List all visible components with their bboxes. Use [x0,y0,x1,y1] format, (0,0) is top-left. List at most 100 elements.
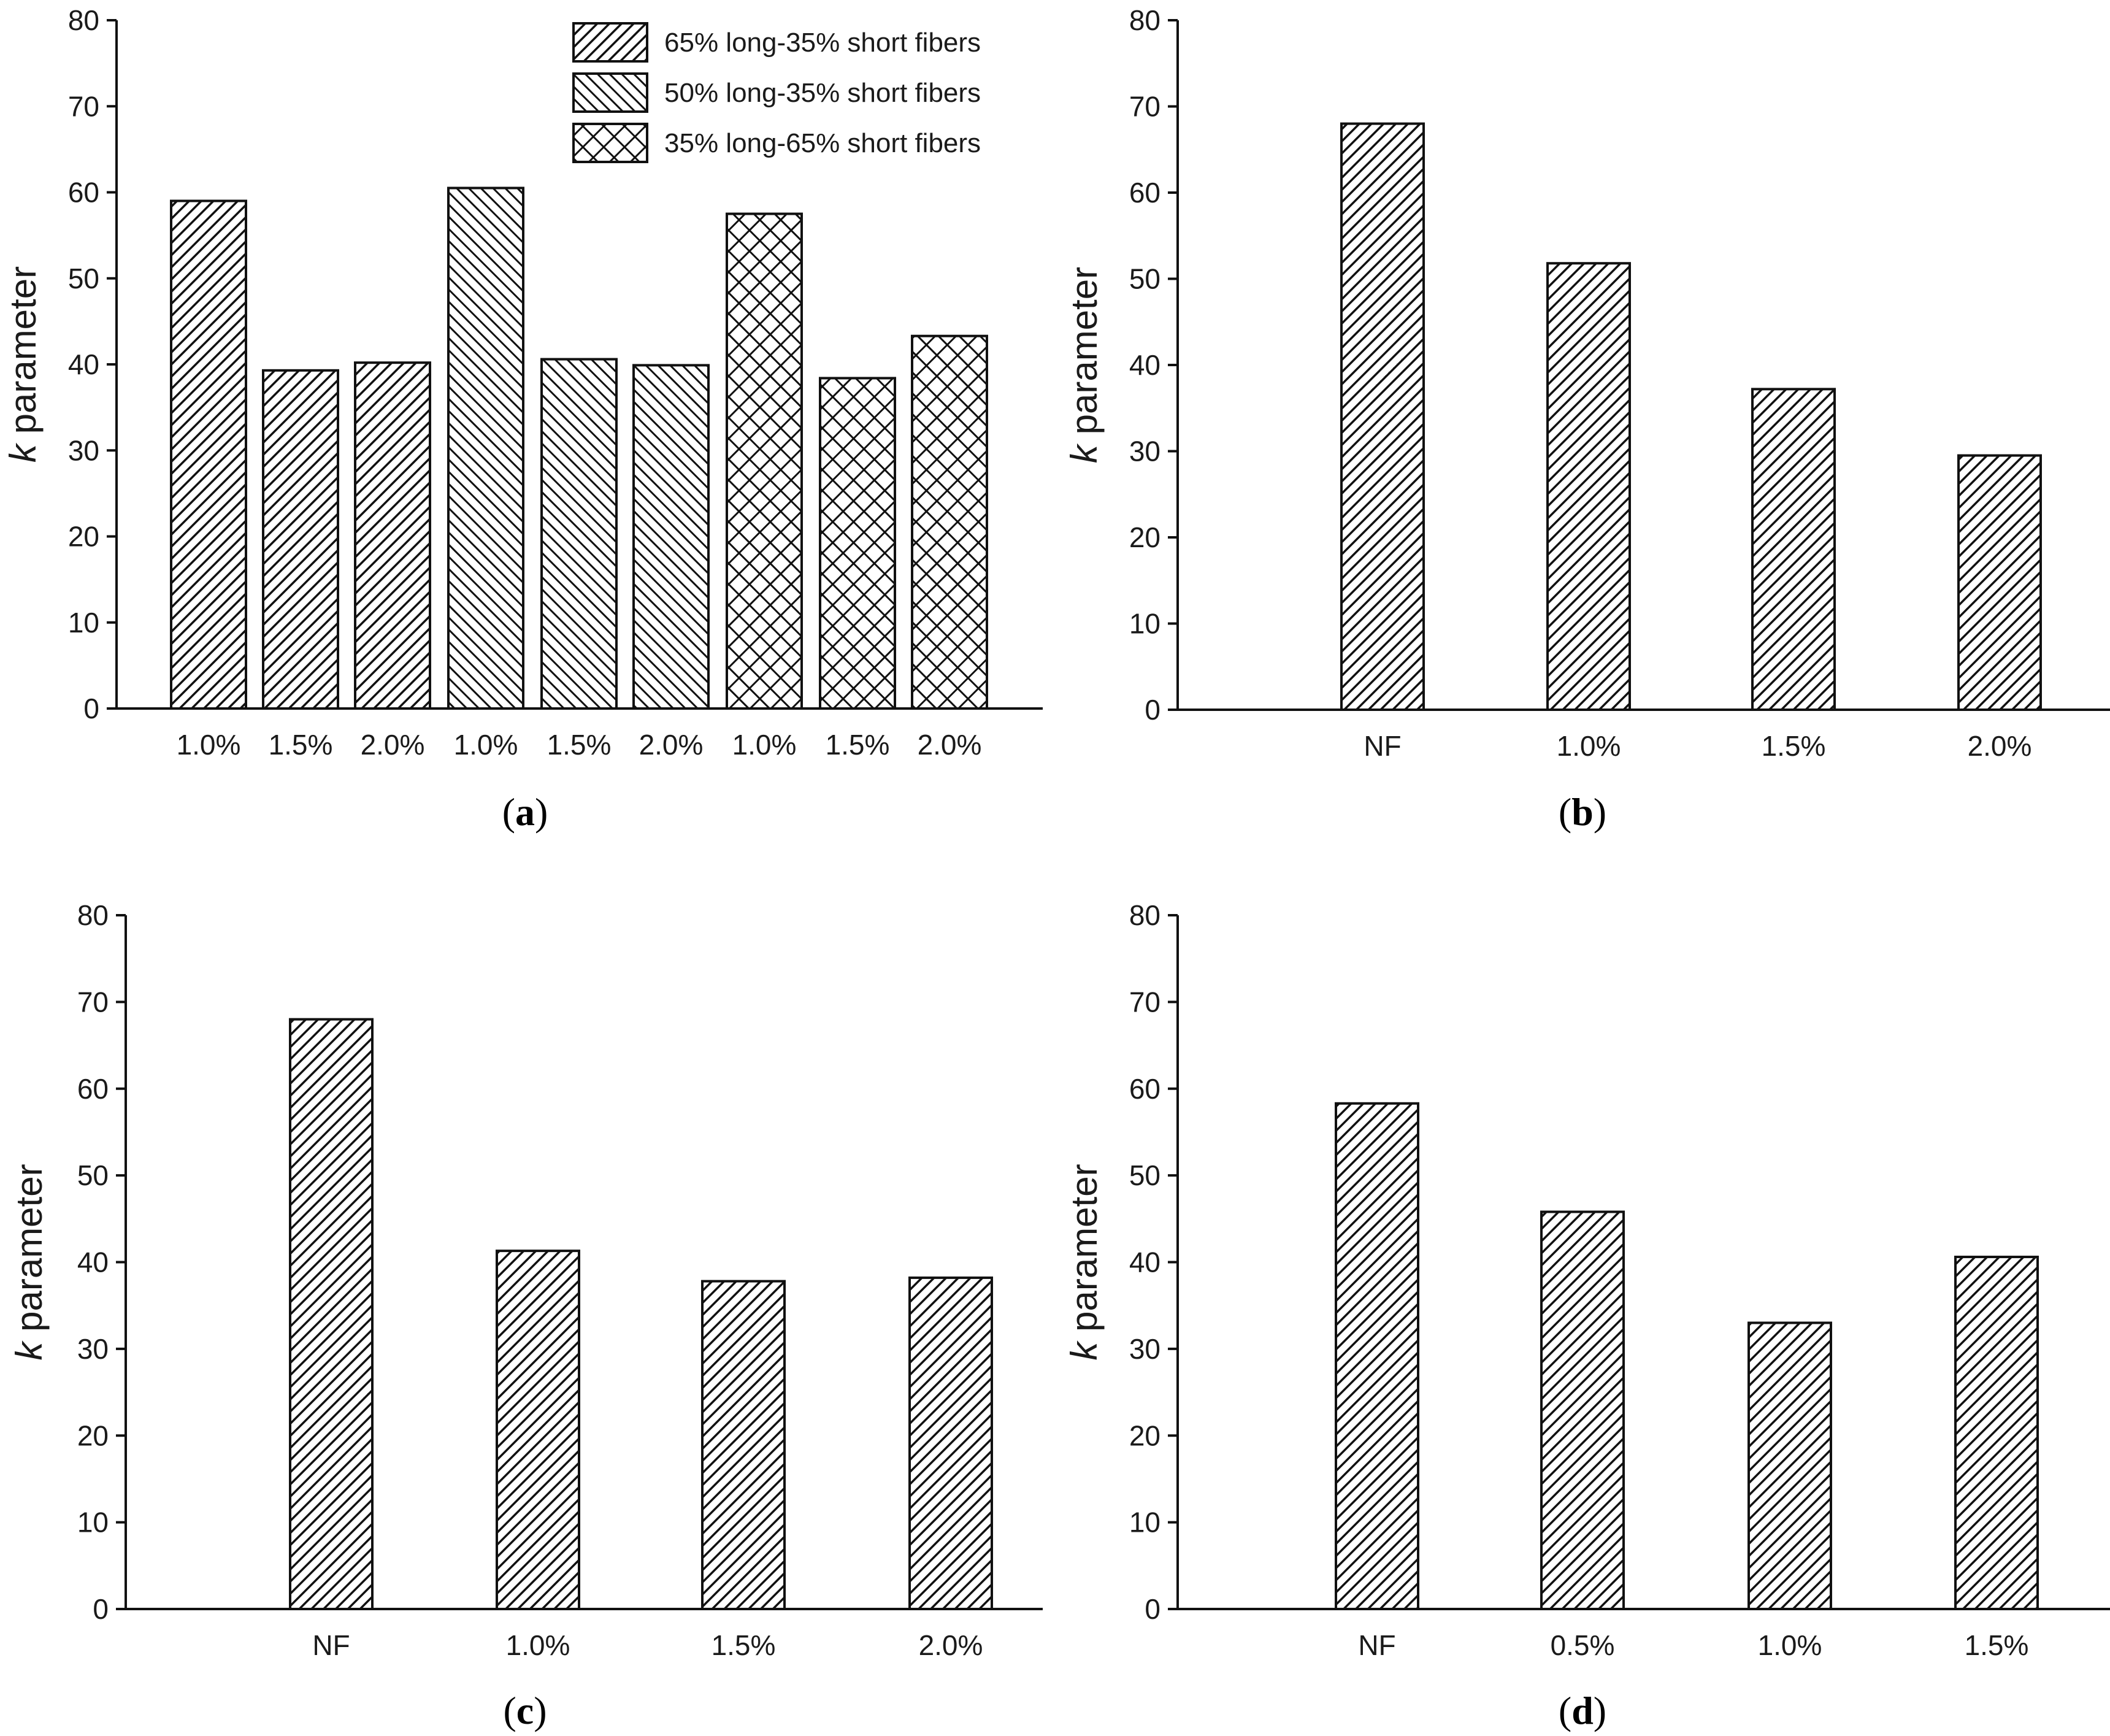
y-axis-label-k: k [1064,1340,1105,1361]
bar-c-1 [496,1250,580,1610]
y-axis-label-k: k [9,1340,50,1361]
bar-d-1 [1540,1210,1625,1610]
x-tick-label: 1.0% [732,729,797,761]
y-tick-label: 30 [1129,436,1160,467]
y-tick-label: 80 [1129,4,1160,36]
bar-d-3 [1954,1256,2039,1611]
y-tick-label: 40 [77,1246,109,1278]
bar-a-2 [354,361,431,710]
x-tick-label: 1.5% [547,729,612,761]
y-axis-label: k parameter [1064,1164,1105,1360]
bar-b-3 [1957,454,2042,712]
x-tick-label: 1.5% [269,729,333,761]
bar-a-3 [447,186,524,710]
y-tick-label: 10 [1129,1507,1160,1538]
y-tick-label: 60 [68,177,99,209]
y-axis-label-rest: parameter [1064,1164,1105,1342]
bar-c-0 [289,1018,374,1610]
x-tick-label: 2.0% [639,729,704,761]
bar-c-3 [908,1276,993,1610]
y-tick-label: 40 [68,348,99,380]
y-tick-label: 60 [77,1073,109,1105]
bar-d-2 [1747,1321,1832,1610]
panel-a: 0 10 20 30 40 50 60 70 80 k parameter 1.0% 1.5% 2.0%… [2,4,1043,834]
y-tick-label: 40 [1129,349,1160,381]
bar-a-0 [170,199,247,710]
bar-a-7 [819,377,896,710]
y-tick-label: 30 [1129,1333,1160,1365]
y-tick-label: 70 [1129,91,1160,123]
x-tick-label: NF [1358,1629,1395,1661]
panel-caption: (a) [502,790,548,834]
y-axis-label-rest: parameter [2,266,44,444]
panel-d: 0 10 20 30 40 50 60 70 80 k parameter NF 0.5% 1.0% 1.… [1064,899,2110,1732]
y-tick-label: 20 [77,1419,109,1451]
bar-d-0 [1335,1102,1419,1610]
y-axis-label: k parameter [2,266,44,463]
y-tick-label: 80 [1129,899,1160,931]
y-tick-label: 0 [1145,694,1160,726]
x-tick-label: 0.5% [1551,1629,1615,1661]
bar-a-8 [911,334,988,710]
y-tick-label: 10 [1129,608,1160,640]
bar-b-0 [1340,122,1425,712]
bar-a-1 [262,369,339,710]
y-tick-label: 50 [77,1159,109,1191]
y-tick-label: 40 [1129,1246,1160,1278]
legend-swatch-s1 [572,22,648,63]
y-tick-label: 20 [1129,1419,1160,1451]
y-tick-label: 0 [1145,1593,1160,1625]
legend-swatch-s2 [572,72,648,113]
bar-b-1 [1546,262,1631,711]
bar-a-6 [726,212,803,710]
y-tick-label: 60 [1129,177,1160,209]
y-tick-label: 10 [77,1507,109,1538]
bar-b-2 [1751,388,1836,711]
x-tick-label: 1.0% [1557,730,1621,762]
panel-caption: (c) [503,1689,547,1732]
y-tick-label: 50 [1129,1159,1160,1191]
y-tick-label: 80 [68,4,99,36]
y-axis-label-k: k [2,442,44,463]
y-axis-label-k: k [1064,443,1105,463]
bar-c-2 [701,1280,786,1611]
legend-label: 65% long-35% short fibers [664,28,981,58]
x-tick-label: NF [1364,730,1401,762]
y-tick-label: 20 [68,521,99,553]
y-tick-label: 0 [83,693,99,724]
x-tick-label: 1.5% [1965,1629,2029,1661]
x-tick-label: 2.0% [361,729,425,761]
panel-caption: (b) [1559,790,1606,834]
y-tick-label: 70 [68,90,99,122]
x-tick-label: 1.5% [1762,730,1826,762]
y-tick-label: 50 [68,263,99,294]
legend-label: 50% long-35% short fibers [664,78,981,108]
y-axis-label-rest: parameter [1064,267,1105,445]
x-tick-label: 1.0% [454,729,518,761]
x-tick-label: 2.0% [1968,730,2032,762]
y-tick-label: 20 [1129,521,1160,553]
legend-swatch-s3 [572,123,648,163]
x-tick-label: 1.0% [1758,1629,1822,1661]
panel-c: 0 10 20 30 40 50 60 70 80 k parameter NF 1.0% 1.5% 2.… [9,899,1043,1732]
y-tick-label: 50 [1129,263,1160,295]
y-tick-label: 0 [93,1593,109,1625]
panel-caption: (d) [1559,1689,1606,1732]
y-tick-label: 70 [1129,986,1160,1018]
y-tick-label: 10 [68,607,99,639]
y-tick-label: 30 [77,1333,109,1365]
y-axis-label: k parameter [1064,267,1105,463]
bar-a-5 [632,364,710,710]
panel-b: 0 10 20 30 40 50 60 70 80 k parameter NF 1.0% 1.5% 2.… [1064,4,2110,834]
x-tick-label: 2.0% [919,1629,983,1661]
x-tick-label: 1.0% [177,729,241,761]
y-axis-label: k parameter [9,1164,50,1360]
bar-a-4 [540,358,618,710]
y-tick-label: 70 [77,986,109,1018]
y-axis-label-rest: parameter [9,1164,50,1342]
y-tick-label: 80 [77,899,109,931]
x-tick-label: NF [312,1629,350,1661]
x-tick-label: 1.5% [826,729,890,761]
y-tick-label: 30 [68,434,99,466]
